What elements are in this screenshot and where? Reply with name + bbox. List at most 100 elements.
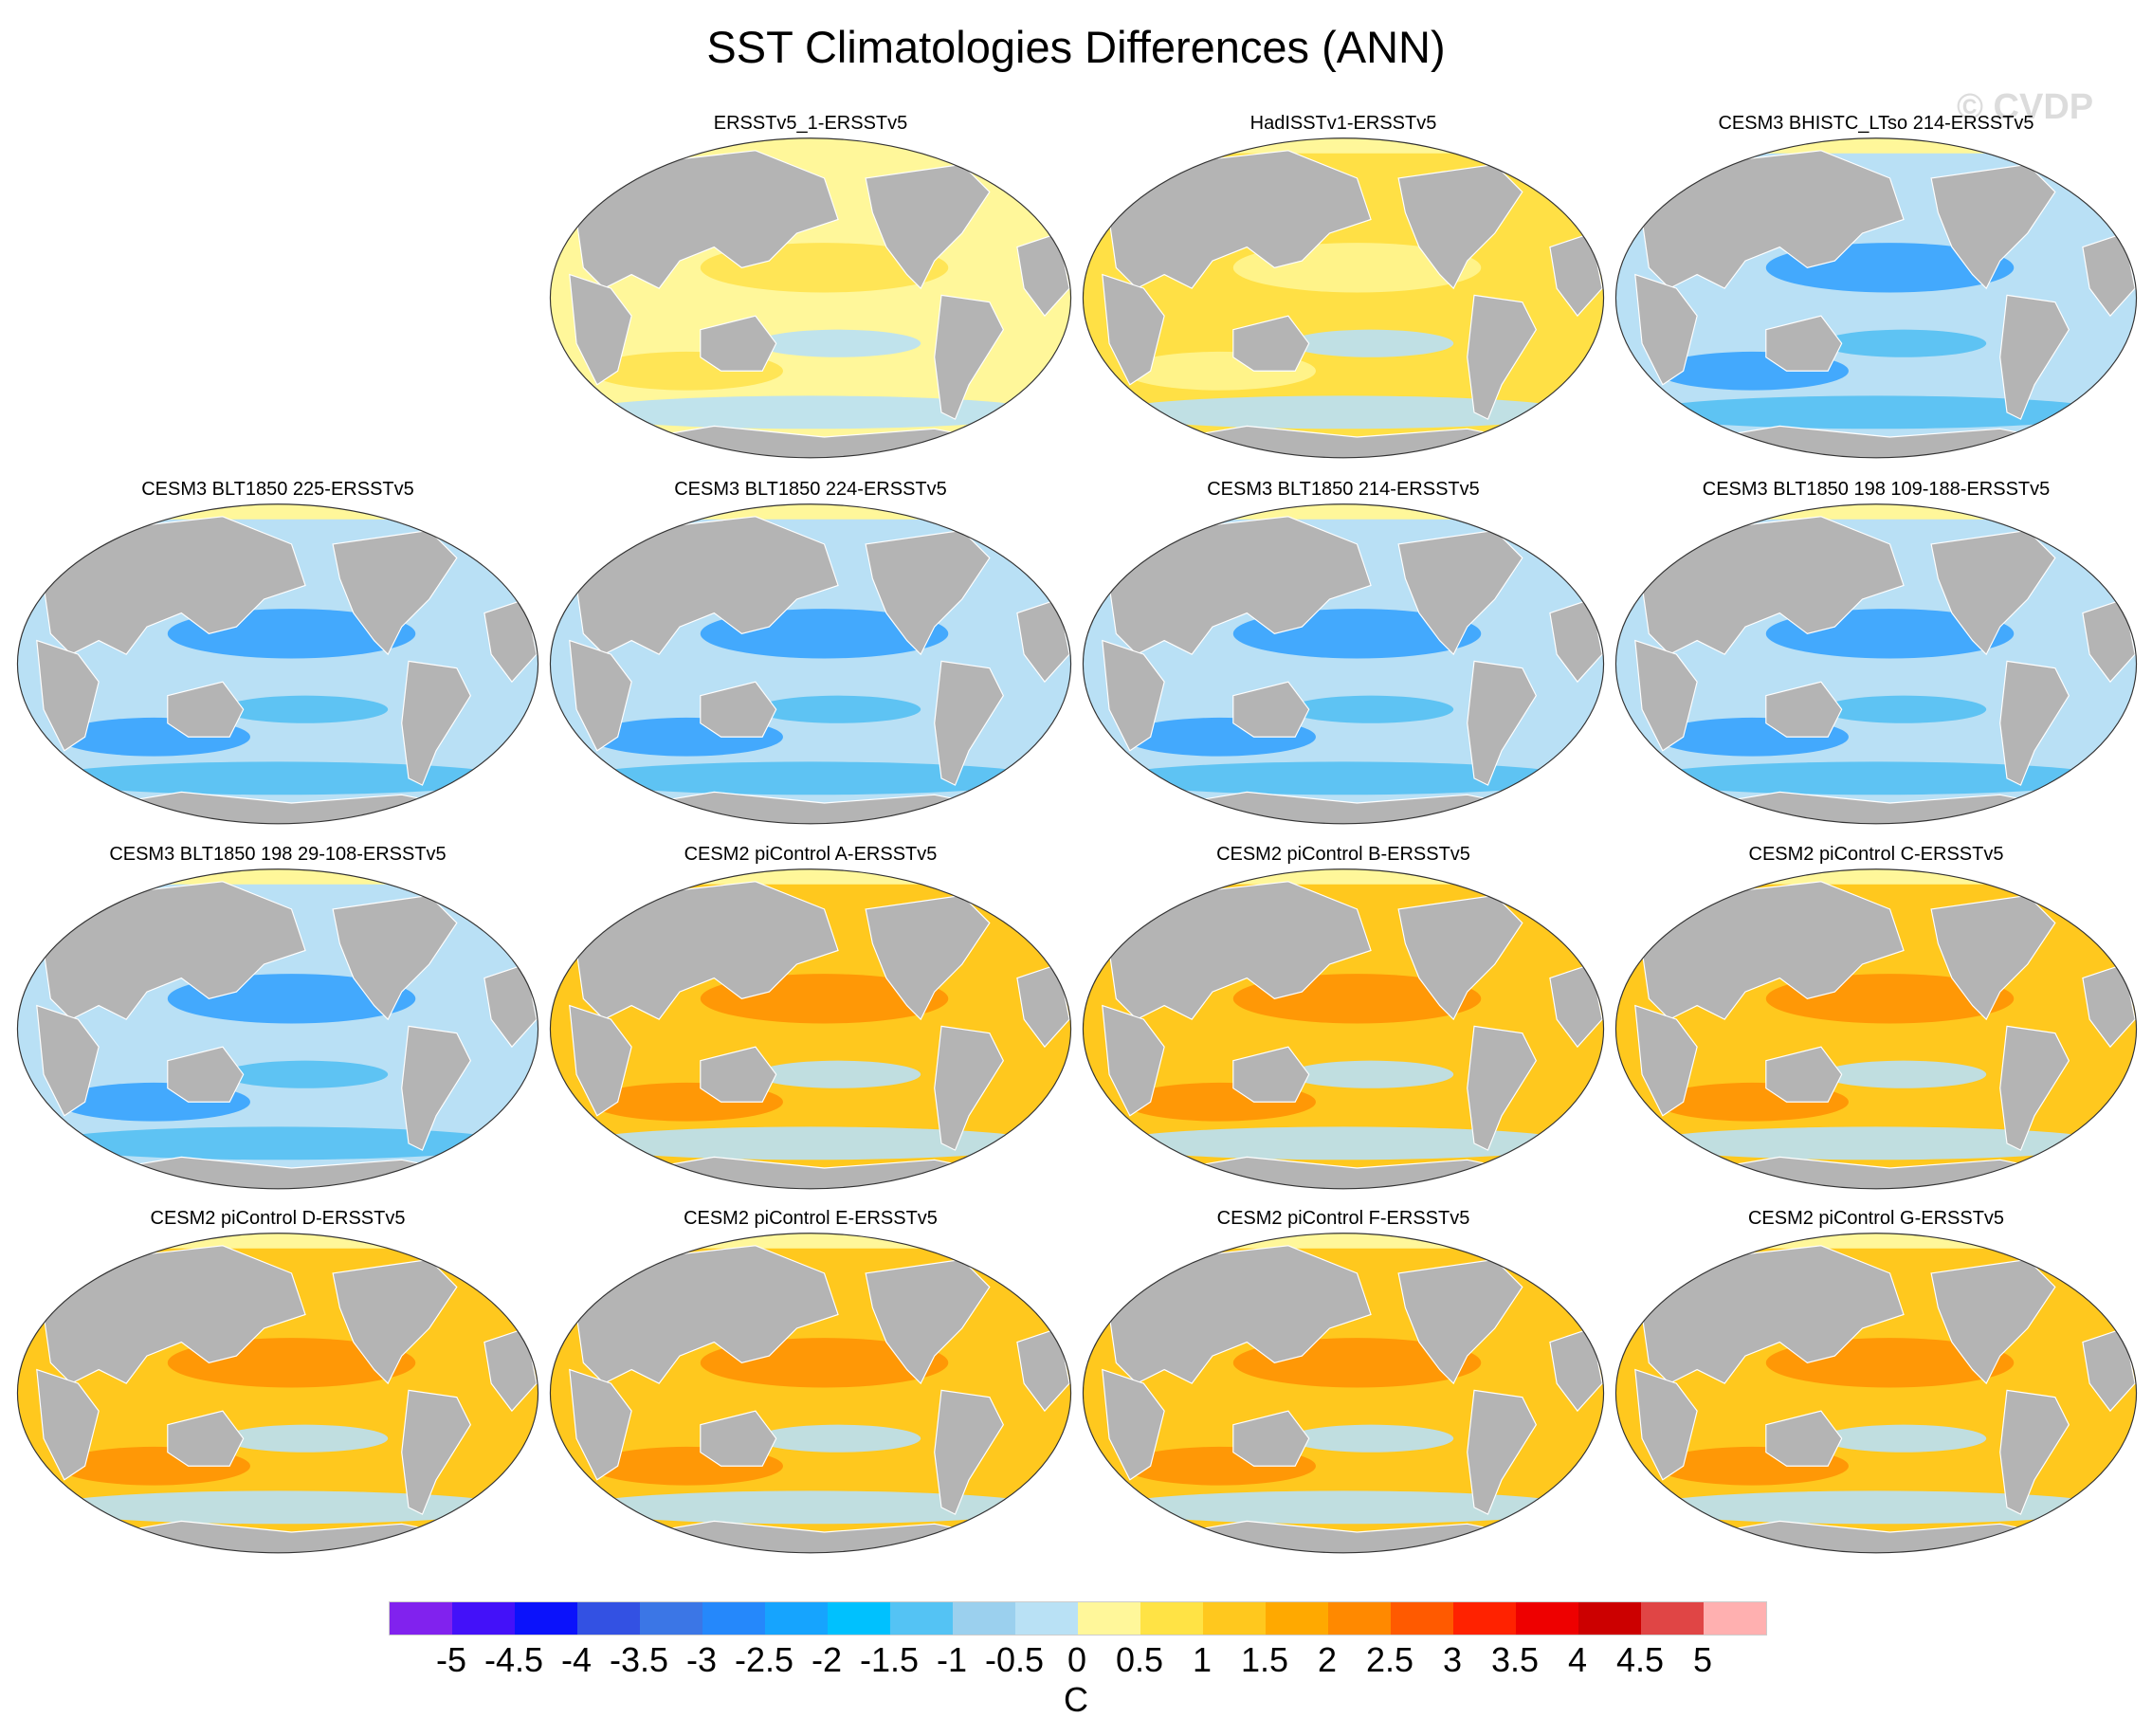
land-mass [401,1025,472,1151]
map-border [16,868,539,1190]
panel-title: CESM3 BHISTC_LTso 214-ERSSTv5 [1718,113,2034,134]
anomaly-region [755,329,921,357]
land-mass [1930,163,2056,290]
map [1614,503,2138,825]
anomaly-region [1287,1424,1454,1453]
land-mass [1397,163,1523,290]
land-mass [700,1046,777,1103]
colorbar-tick-label: -3.5 [609,1640,669,1679]
map-panel: CESM2 piControl C-ERSSTv5 [1614,841,2138,1192]
colorbar-swatch [1015,1602,1078,1635]
map-border [1614,868,2138,1190]
land-mass [1930,894,2056,1021]
land-mass [1467,1389,1538,1515]
arctic-field [550,137,1071,154]
panel-title: HadISSTv1-ERSSTv5 [1249,113,1437,134]
arctic-field [550,1233,1071,1249]
colorbar-tick-labels: -5 -4.5 -4 -3.5 -3 -2.5 -2 -1.5 -1 -0.5 0 0.5 1 1.5 2 2… [389,1640,1765,1679]
anomaly-region [576,395,1045,429]
panel-title: CESM2 piControl G-ERSSTv5 [1747,1208,2005,1229]
map-border [16,503,539,825]
colorbar-swatch [1391,1602,1453,1635]
land-mass [1108,881,1372,1020]
panel-title: ERSSTv5_1-ERSSTv5 [713,113,908,134]
panel-title: CESM2 piControl A-ERSSTv5 [684,844,938,865]
map-border [549,868,1072,1190]
land-mass [1102,1004,1165,1117]
land-mass [1641,881,1905,1020]
anomaly-region [576,761,1045,795]
colorbar-tick-label: 2.5 [1365,1640,1414,1679]
colorbar-swatch [640,1602,702,1635]
land-mass [865,529,991,656]
land-mass [1930,529,2056,656]
map [549,868,1072,1190]
land-mass [1641,516,1905,655]
land-mass [332,894,458,1021]
land-mass [1930,1258,2056,1385]
land-mass [401,660,472,786]
colorbar-tick-label: -3 [685,1640,718,1679]
anomaly-region [222,1060,389,1088]
land-mass [43,1245,306,1384]
colorbar-swatch [1266,1602,1328,1635]
arctic-field [1615,868,2137,885]
arctic-field [1083,1233,1604,1249]
colorbar-swatch [577,1602,640,1635]
arctic-field [550,868,1071,885]
land-mass [1467,1025,1538,1151]
anomaly-region [1642,395,2110,429]
anomaly-region [1820,1060,1987,1088]
colorbar-swatch [828,1602,890,1635]
land-mass [1999,1025,2070,1151]
land-mass [1102,1368,1165,1481]
land-mass [575,881,839,1020]
map [16,1233,539,1554]
colorbar-tick-label: -4.5 [483,1640,544,1679]
arctic-field [17,1233,538,1249]
land-mass [569,273,632,386]
colorbar-swatch [890,1602,953,1635]
land-mass [1765,1046,1843,1103]
map-border [1614,503,2138,825]
colorbar-swatch [953,1602,1015,1635]
anomaly-region [222,695,389,723]
land-mass [1232,681,1310,738]
land-mass [43,881,306,1020]
land-mass [332,529,458,656]
land-mass [700,1410,777,1467]
map-panel: CESM3 BLT1850 198 29-108-ERSSTv5 [16,841,539,1192]
map [1614,137,2138,459]
arctic-field [550,503,1071,520]
land-mass [1102,273,1165,386]
map-panel: CESM2 piControl B-ERSSTv5 [1082,841,1605,1192]
anomaly-region [44,1126,512,1160]
map-border [16,1233,539,1554]
colorbar-tick-label: 1.5 [1240,1640,1289,1679]
panel-title: CESM3 BLT1850 224-ERSSTv5 [674,479,947,500]
colorbar-tick-label: 1 [1192,1640,1213,1679]
anomaly-region [1820,1424,1987,1453]
land-mass [569,639,632,752]
land-mass [167,1046,245,1103]
map-panel: CESM2 piControl F-ERSSTv5 [1082,1205,1605,1556]
map [549,1233,1072,1554]
anomaly-region [576,1126,1045,1160]
land-mass [167,681,245,738]
map-border [549,503,1072,825]
figure-title: SST Climatologies Differences (ANN) [706,22,1446,72]
anomaly-region [1642,761,2110,795]
anomaly-region [44,1490,512,1525]
arctic-field [1615,137,2137,154]
land-mass [1634,1004,1698,1117]
map-border [549,1233,1072,1554]
anomaly-region [755,1424,921,1453]
map [1082,503,1605,825]
colorbar-tick-label: 3.5 [1490,1640,1540,1679]
map-panel: ERSSTv5_1-ERSSTv5 [549,110,1072,461]
panel-title: CESM2 piControl D-ERSSTv5 [150,1208,406,1229]
watermark: © CVDP [1957,87,2094,127]
colorbar-tick-label: -4 [560,1640,593,1679]
map-panel: CESM2 piControl G-ERSSTv5 [1614,1205,2138,1556]
panel-title: CESM3 BLT1850 225-ERSSTv5 [141,479,414,500]
